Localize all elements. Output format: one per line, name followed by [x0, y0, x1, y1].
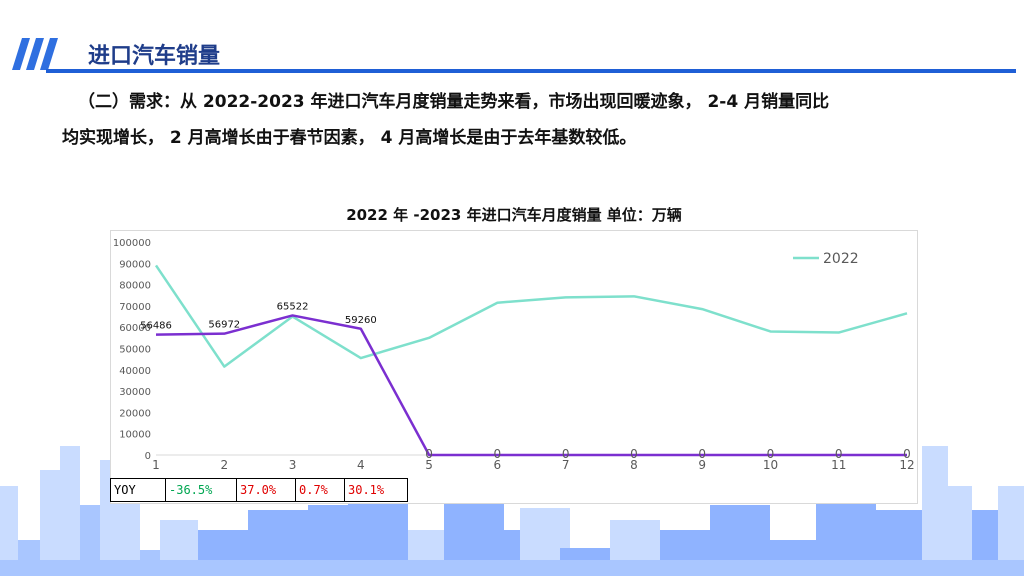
description-text: （二）需求：从 2022-2023 年进口汽车月度销量走势来看，市场出现回暖迹象… — [62, 84, 982, 156]
skyline-base — [0, 560, 1024, 576]
x-tick-label: 9 — [698, 458, 706, 472]
data-label: 0 — [494, 447, 502, 461]
data-label: 0 — [425, 447, 433, 461]
y-tick-label: 20000 — [119, 408, 151, 419]
line-chart: 0100002000030000400005000060000700008000… — [113, 238, 915, 472]
yoy-label: YOY — [111, 479, 166, 501]
yoy-table: YOY -36.5% 37.0% 0.7% 30.1% — [110, 478, 408, 502]
yoy-value-mar: 37.0% — [237, 479, 296, 501]
x-tick-label: 3 — [289, 458, 297, 472]
y-tick-label: 70000 — [119, 302, 151, 313]
x-tick-label: 10 — [763, 458, 778, 472]
page-title: 进口汽车销量 — [88, 44, 221, 69]
y-tick-label: 0 — [145, 451, 151, 462]
data-label: 0 — [698, 447, 706, 461]
y-tick-label: 40000 — [119, 366, 151, 377]
data-label: 59260 — [345, 315, 377, 326]
x-tick-label: 12 — [899, 458, 914, 472]
x-tick-label: 6 — [494, 458, 502, 472]
x-tick-label: 11 — [831, 458, 846, 472]
chart-area: 0 10000 20000 30000 40000 50000 60000 70000 8000… — [110, 230, 918, 504]
yoy-value-feb: -36.5% — [166, 479, 237, 501]
series-line-1 — [155, 314, 907, 457]
skyline-building — [0, 486, 18, 576]
data-label: 0 — [903, 447, 911, 461]
header-stripes-icon — [12, 38, 58, 70]
data-label: 56972 — [208, 320, 240, 331]
y-tick-label: 60000 — [119, 323, 151, 334]
chart-title: 2022 年 -2023 年进口汽车月度销量 单位：万辆 — [346, 206, 682, 224]
data-label: 0 — [835, 447, 843, 461]
y-tick-label: 90000 — [119, 259, 151, 270]
x-tick-label: 5 — [425, 458, 433, 472]
legend-label: 2022 — [823, 251, 859, 267]
description-line-1: （二）需求：从 2022-2023 年进口汽车月度销量走势来看，市场出现回暖迹象… — [78, 92, 830, 112]
skyline-building — [80, 505, 102, 576]
yoy-value-may: 30.1% — [348, 483, 385, 497]
data-label: 56486 — [140, 321, 172, 332]
y-tick-label: 100000 — [113, 238, 151, 249]
header-divider — [46, 69, 1016, 73]
data-label: 0 — [767, 447, 775, 461]
skyline-building — [60, 446, 80, 576]
description-line-2: 均实现增长， 2 月高增长由于春节因素， 4 月高增长是由于去年基数较低。 — [62, 128, 637, 148]
data-label: 0 — [630, 447, 638, 461]
x-tick-label: 2 — [220, 458, 228, 472]
y-tick-label: 50000 — [119, 345, 151, 356]
x-tick-label: 4 — [357, 458, 365, 472]
y-tick-label: 10000 — [119, 430, 151, 441]
series-line-0 — [154, 264, 908, 368]
data-label: 0 — [562, 447, 570, 461]
y-tick-label: 80000 — [119, 281, 151, 292]
yoy-value-apr: 0.7% — [296, 479, 345, 501]
y-tick-label: 30000 — [119, 387, 151, 398]
x-tick-label: 8 — [630, 458, 638, 472]
x-tick-label: 7 — [562, 458, 570, 472]
x-tick-label: 1 — [152, 458, 160, 472]
skyline-building — [922, 446, 948, 576]
data-label: 65522 — [277, 301, 309, 312]
